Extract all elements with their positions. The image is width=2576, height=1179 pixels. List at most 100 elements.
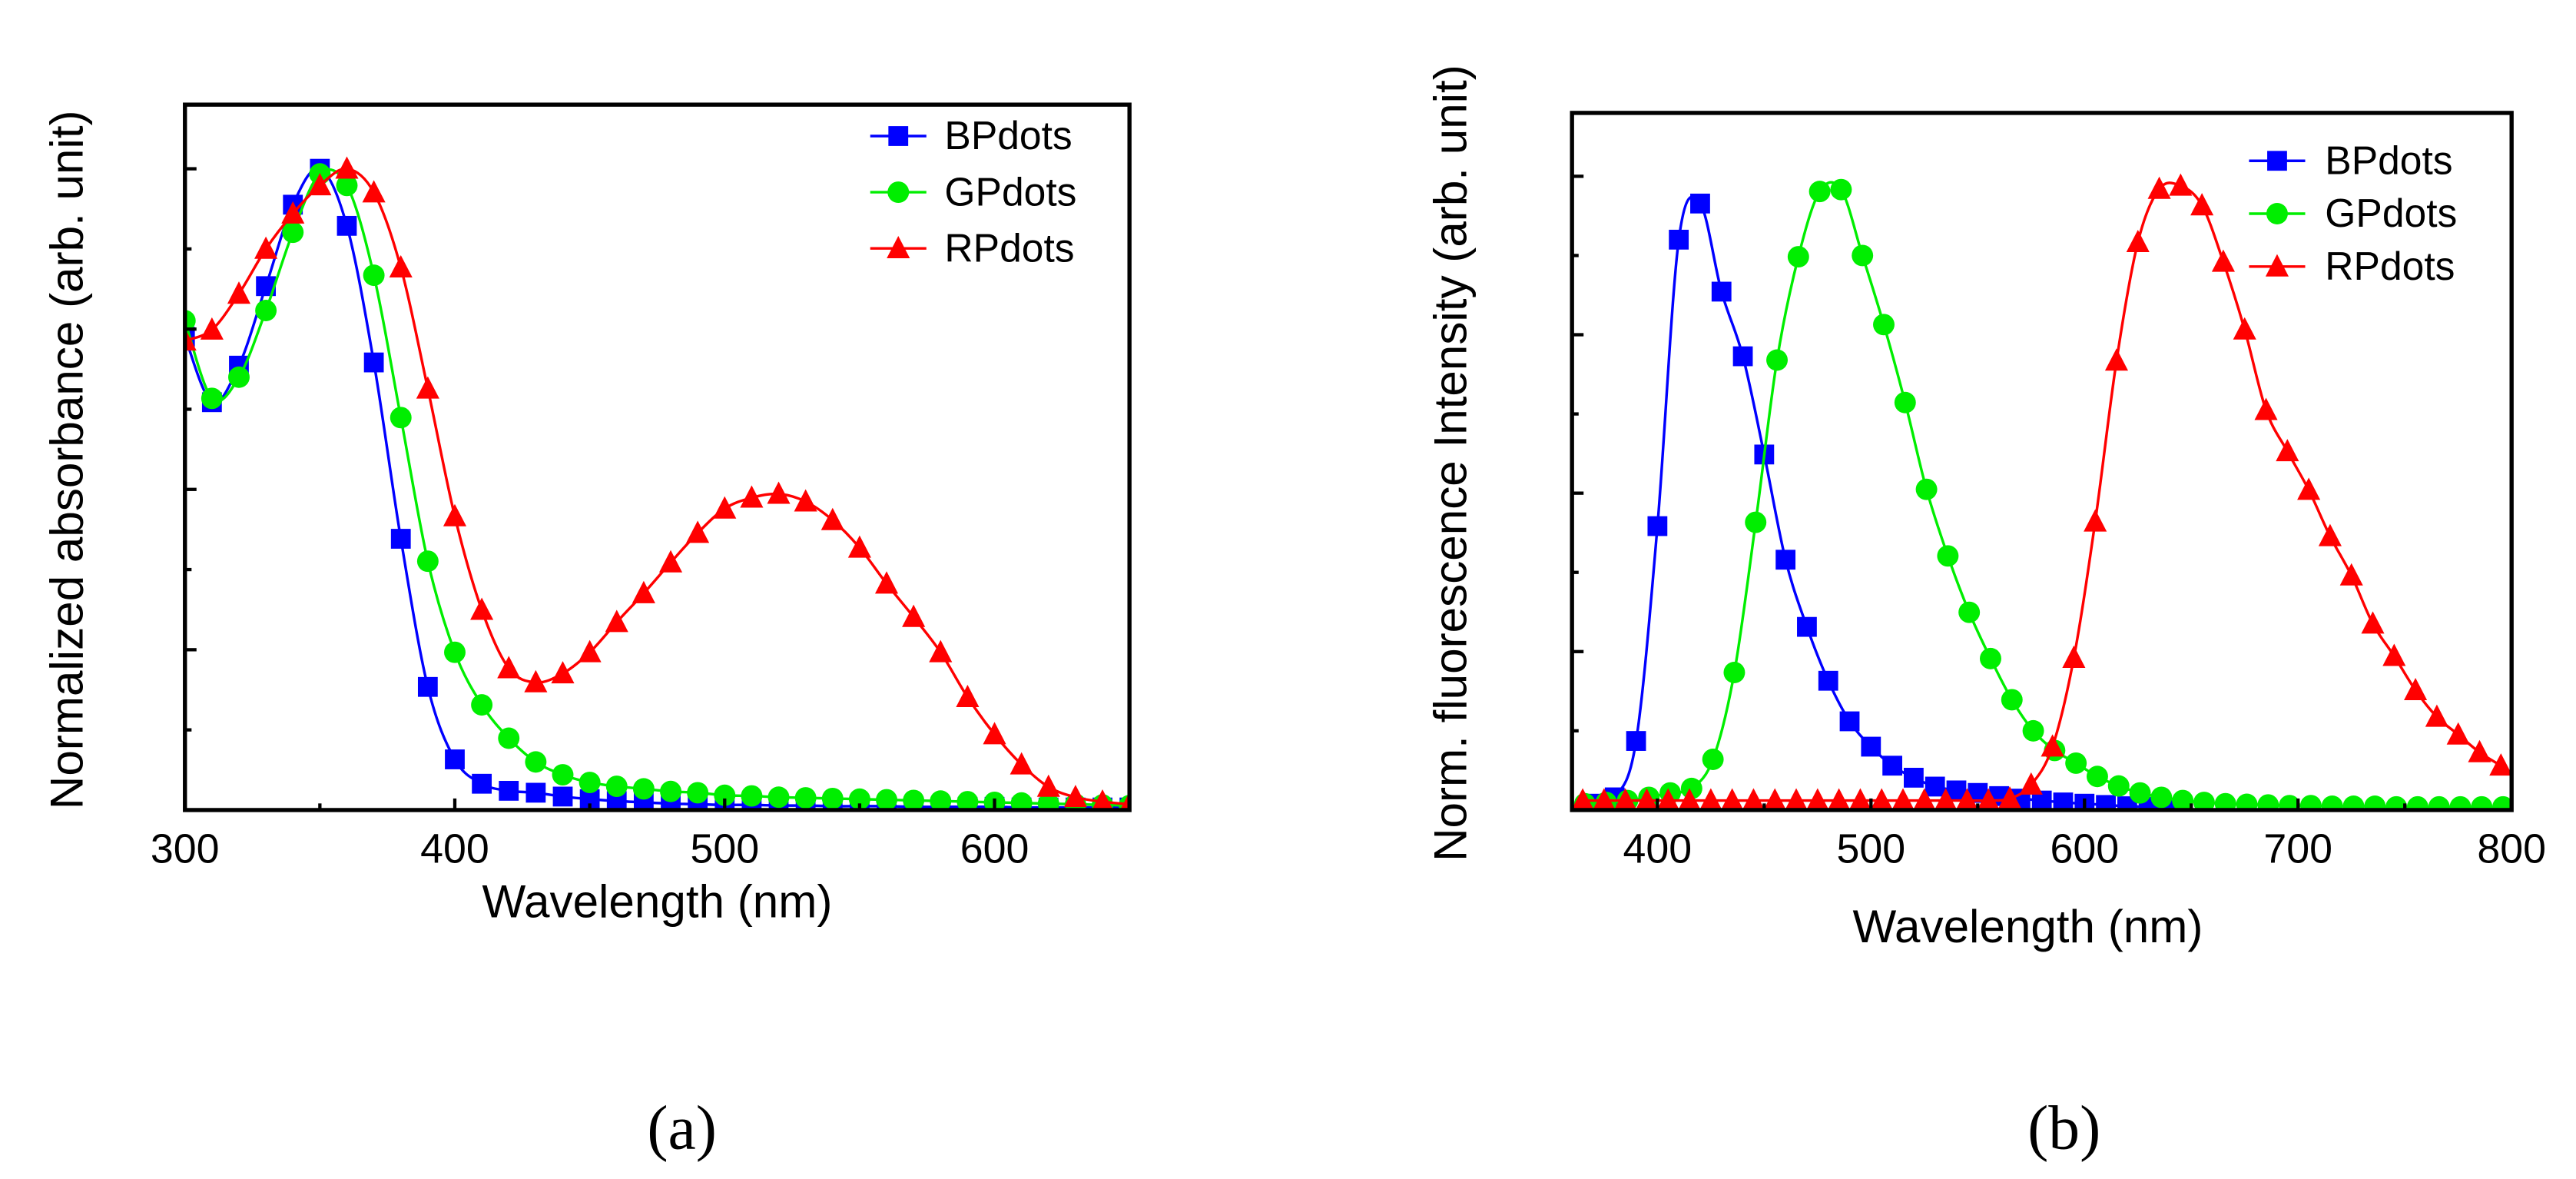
chart-b-x-tick-label: 700 <box>2263 826 2332 872</box>
chart-a-data-point-RPdots <box>767 481 791 504</box>
chart-a-data-point-GPdots <box>525 751 547 773</box>
chart-b-data-point-GPdots <box>1723 662 1746 683</box>
chart-a-data-point-RPdots <box>227 281 251 304</box>
chart-a-legend-label-RPdots: RPdots <box>944 225 1074 270</box>
chart-a-data-point-GPdots <box>282 221 304 244</box>
chart-a-data-point-BPdots <box>363 352 384 373</box>
chart-b-data-point-GPdots <box>2107 775 2130 797</box>
chart-b-legend-label-GPdots: GPdots <box>2325 191 2457 235</box>
chart-a-data-point-BPdots <box>552 786 573 807</box>
chart-b-data-point-GPdots <box>1915 478 1938 500</box>
chart-b-data-point-GPdots <box>1873 314 1895 336</box>
chart-a-data-point-BPdots <box>445 749 465 769</box>
chart-b-data-point-RPdots <box>1955 788 1979 810</box>
chart-a-x-tick-label: 600 <box>960 826 1029 872</box>
chart-b-data-point-GPdots <box>2022 719 2044 742</box>
chart-a-data-point-GPdots <box>794 787 817 809</box>
chart-a-data-point-GPdots <box>821 787 844 809</box>
chart-b-data-point-RPdots <box>1848 788 1872 810</box>
chart-a-data-point-RPdots <box>1036 774 1060 797</box>
chart-b-data-point-GPdots <box>2364 795 2386 810</box>
chart-a-data-point-RPdots <box>658 550 683 573</box>
chart-a-data-point-GPdots <box>605 775 628 798</box>
chart-a-data-point-GPdots <box>848 788 870 810</box>
chart-b-x-tick-label: 600 <box>2050 826 2119 872</box>
chart-b-frame <box>1570 111 2514 812</box>
chart-b-xlabel: Wavelength (nm) <box>1852 901 2203 952</box>
chart-b-data-point-RPdots <box>1913 788 1936 810</box>
chart-b-data-point-RPdots <box>1827 788 1851 810</box>
chart-a-data-point-RPdots <box>847 535 871 558</box>
chart-a-data-point-GPdots <box>416 550 439 573</box>
chart-b-data-point-GPdots <box>2492 795 2512 810</box>
chart-b-data-point-RPdots <box>2190 193 2214 216</box>
chart-a-data-point-RPdots <box>902 604 926 627</box>
chart-a-legend-marker-BPdots <box>888 126 909 146</box>
chart-a-data-point-RPdots <box>874 571 899 594</box>
chart-b-data-point-RPdots <box>2382 643 2406 666</box>
chart-b-data-point-BPdots <box>1818 670 1838 691</box>
chart-b-data-point-GPdots <box>2449 795 2472 810</box>
chart-b-data-point-RPdots <box>1613 788 1637 810</box>
chart-a-data-point-BPdots <box>390 529 411 549</box>
chart-b-data-point-GPdots <box>1980 647 2001 669</box>
chart-a-data-point-GPdots <box>579 772 601 794</box>
chart-b-data-point-RPdots <box>1785 788 1808 810</box>
chart-a-data-point-GPdots <box>471 694 493 716</box>
chart-a-data-point-RPdots <box>1119 792 1130 810</box>
chart-b-data-point-RPdots <box>1870 788 1893 810</box>
chart-b-legend-marker-BPdots <box>2267 151 2287 171</box>
chart-b-data-point-RPdots <box>2233 317 2256 340</box>
chart-b-data-point-RPdots <box>1699 788 1722 810</box>
chart-a-data-point-RPdots <box>686 520 710 543</box>
chart-b-data-point-GPdots <box>2129 782 2151 804</box>
chart-a-data-point-BPdots <box>337 215 357 236</box>
chart-b-data-point-GPdots <box>2471 795 2493 810</box>
chart-b-data-point-GPdots <box>2406 795 2428 810</box>
chart-b-data-point-RPdots <box>2062 645 2086 668</box>
chart-a-data-point-RPdots <box>551 661 575 684</box>
chart-b-data-point-BPdots <box>1732 346 1753 367</box>
chart-b-data-point-GPdots <box>2086 766 2108 788</box>
chart-a-data-point-RPdots <box>362 180 386 203</box>
chart-a-data-point-GPdots <box>876 789 897 810</box>
chart-b-data-point-RPdots <box>1806 788 1829 810</box>
chart-a-data-point-GPdots <box>201 387 223 410</box>
chart-b-data-point-GPdots <box>2193 792 2215 810</box>
chart-a-legend-marker-GPdots <box>887 181 910 204</box>
chart-b-data-point-BPdots <box>1797 616 1817 637</box>
chart-b-legend-marker-GPdots <box>2266 203 2288 224</box>
chart-b-data-point-GPdots <box>1958 601 1981 623</box>
chart-b-data-point-RPdots <box>2147 176 2171 199</box>
chart-b-legend-label-BPdots: BPdots <box>2325 138 2452 182</box>
chart-b-data-point-RPdots <box>2318 523 2342 546</box>
chart-b-data-point-RPdots <box>2489 753 2512 776</box>
chart-b-data-point-GPdots <box>1702 749 1724 770</box>
chart-a-data-point-RPdots <box>200 317 224 340</box>
chart-a-ylabel: Normalized absorbance (arb. unit) <box>41 110 92 809</box>
chart-a-data-point-GPdots <box>184 310 196 332</box>
chart-a-legend-label-BPdots: BPdots <box>944 113 1072 158</box>
chart-a-absorbance: Normalized absorbance (arb. unit) Wavele… <box>41 102 1132 1163</box>
chart-b-data-point-RPdots <box>2041 734 2064 757</box>
chart-b-data-point-RPdots <box>2404 677 2428 700</box>
chart-a-x-tick-label: 300 <box>151 826 220 872</box>
chart-a-data-point-RPdots <box>335 156 359 179</box>
chart-b-legend-label-RPdots: RPdots <box>2325 244 2455 288</box>
chart-a-data-point-RPdots <box>956 684 980 707</box>
chart-a-data-point-RPdots <box>632 580 655 603</box>
chart-a-x-tick-label: 500 <box>690 826 759 872</box>
chart-b-data-point-GPdots <box>1852 244 1874 267</box>
chart-b-data-point-GPdots <box>2299 795 2322 810</box>
chart-b-data-point-RPdots <box>1678 788 1701 810</box>
chart-b-data-point-RPdots <box>2019 772 2043 795</box>
chart-a-data-point-RPdots <box>1063 785 1087 808</box>
chart-a-data-point-RPdots <box>308 173 332 196</box>
chart-a-data-point-GPdots <box>903 789 925 810</box>
chart-b-data-point-GPdots <box>1680 777 1702 799</box>
chart-b-data-point-GPdots <box>2279 795 2301 810</box>
chart-a-data-point-GPdots <box>741 785 763 807</box>
chart-b-data-point-RPdots <box>2339 563 2363 586</box>
chart-a-data-point-BPdots <box>472 773 492 794</box>
